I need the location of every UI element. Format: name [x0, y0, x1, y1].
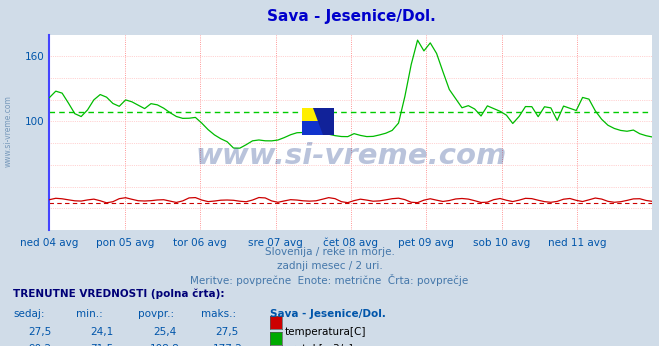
Text: 177,2: 177,2 — [212, 344, 243, 346]
Text: www.si-vreme.com: www.si-vreme.com — [195, 142, 507, 170]
Text: www.si-vreme.com: www.si-vreme.com — [4, 95, 13, 167]
Text: 90,2: 90,2 — [28, 344, 51, 346]
Text: 108,8: 108,8 — [150, 344, 180, 346]
Text: pretok[m3/s]: pretok[m3/s] — [285, 344, 353, 346]
Text: zadnji mesec / 2 uri.: zadnji mesec / 2 uri. — [277, 261, 382, 271]
Polygon shape — [313, 108, 333, 135]
Bar — [302, 121, 333, 135]
Text: 71,5: 71,5 — [90, 344, 114, 346]
Text: 25,4: 25,4 — [153, 327, 177, 337]
Text: Sava - Jesenice/Dol.: Sava - Jesenice/Dol. — [270, 309, 386, 319]
Text: temperatura[C]: temperatura[C] — [285, 327, 366, 337]
Text: sedaj:: sedaj: — [13, 309, 45, 319]
Text: Sava - Jesenice/Dol.: Sava - Jesenice/Dol. — [266, 9, 436, 24]
Text: TRENUTNE VREDNOSTI (polna črta):: TRENUTNE VREDNOSTI (polna črta): — [13, 289, 225, 299]
Text: maks.:: maks.: — [201, 309, 236, 319]
Bar — [302, 108, 318, 121]
Text: 24,1: 24,1 — [90, 327, 114, 337]
Text: Slovenija / reke in morje.: Slovenija / reke in morje. — [264, 247, 395, 257]
Bar — [318, 108, 333, 121]
Text: 27,5: 27,5 — [215, 327, 239, 337]
Text: min.:: min.: — [76, 309, 103, 319]
Text: 27,5: 27,5 — [28, 327, 51, 337]
Text: povpr.:: povpr.: — [138, 309, 175, 319]
Text: Meritve: povprečne  Enote: metrične  Črta: povprečje: Meritve: povprečne Enote: metrične Črta:… — [190, 274, 469, 286]
